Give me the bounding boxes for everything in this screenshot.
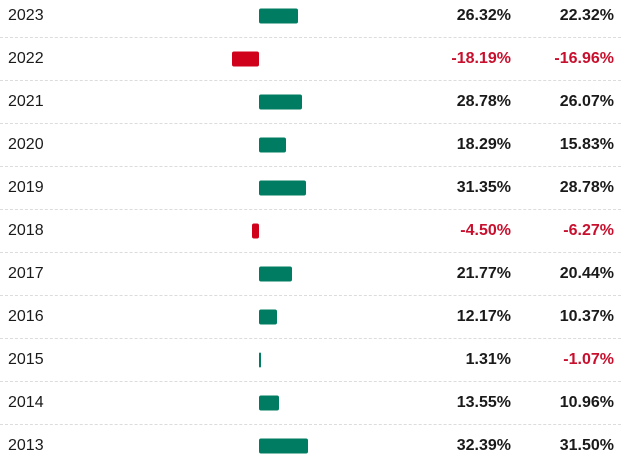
positive-return-bar: [259, 180, 307, 195]
negative-return-bar: [252, 223, 259, 238]
price-return-value: -16.96%: [554, 49, 614, 67]
total-return-value: 13.55%: [456, 393, 511, 411]
total-return-value: 32.39%: [456, 437, 511, 454]
price-return-value: 26.07%: [559, 92, 614, 110]
positive-return-bar: [259, 352, 261, 367]
table-row: 2022 -18.19% -16.96%: [0, 38, 621, 81]
price-return-value: 22.32%: [559, 6, 614, 24]
price-return-value: 15.83%: [559, 135, 614, 153]
year-label: 2016: [8, 307, 44, 325]
positive-return-bar: [259, 395, 280, 410]
table-row: 2018 -4.50% -6.27%: [0, 210, 621, 253]
year-label: 2015: [8, 350, 44, 368]
price-return-value: 31.50%: [559, 437, 614, 454]
table-row: 2017 21.77% 20.44%: [0, 253, 621, 296]
price-return-value: 10.37%: [559, 307, 614, 325]
positive-return-bar: [259, 137, 287, 152]
positive-return-bar: [259, 438, 308, 454]
year-label: 2020: [8, 135, 44, 153]
year-label: 2019: [8, 178, 44, 196]
positive-return-bar: [259, 94, 303, 109]
table-row: 2016 12.17% 10.37%: [0, 296, 621, 339]
positive-return-bar: [259, 266, 292, 281]
year-label: 2013: [8, 437, 44, 454]
price-return-value: 10.96%: [559, 393, 614, 411]
negative-return-bar: [231, 51, 259, 66]
total-return-value: 12.17%: [456, 307, 511, 325]
total-return-value: 21.77%: [456, 264, 511, 282]
year-label: 2018: [8, 221, 44, 239]
price-return-value: -1.07%: [563, 350, 614, 368]
total-return-value: 1.31%: [465, 350, 511, 368]
total-return-value: 31.35%: [456, 178, 511, 196]
total-return-value: 18.29%: [456, 135, 511, 153]
table-row: 2015 1.31% -1.07%: [0, 339, 621, 382]
positive-return-bar: [259, 8, 299, 23]
total-return-value: -4.50%: [460, 221, 511, 239]
total-return-value: 28.78%: [456, 92, 511, 110]
table-row: 2020 18.29% 15.83%: [0, 124, 621, 167]
table-row: 2014 13.55% 10.96%: [0, 382, 621, 425]
table-row: 2023 26.32% 22.32%: [0, 0, 621, 38]
year-label: 2023: [8, 6, 44, 24]
year-label: 2014: [8, 393, 44, 411]
year-label: 2022: [8, 49, 44, 67]
total-return-value: 26.32%: [456, 6, 511, 24]
price-return-value: -6.27%: [563, 221, 614, 239]
table-row: 2019 31.35% 28.78%: [0, 167, 621, 210]
price-return-value: 28.78%: [559, 178, 614, 196]
total-return-value: -18.19%: [451, 49, 511, 67]
year-label: 2017: [8, 264, 44, 282]
positive-return-bar: [259, 309, 278, 324]
table-row: 2013 32.39% 31.50%: [0, 425, 621, 468]
table-row: 2021 28.78% 26.07%: [0, 81, 621, 124]
price-return-value: 20.44%: [559, 264, 614, 282]
year-label: 2021: [8, 92, 44, 110]
